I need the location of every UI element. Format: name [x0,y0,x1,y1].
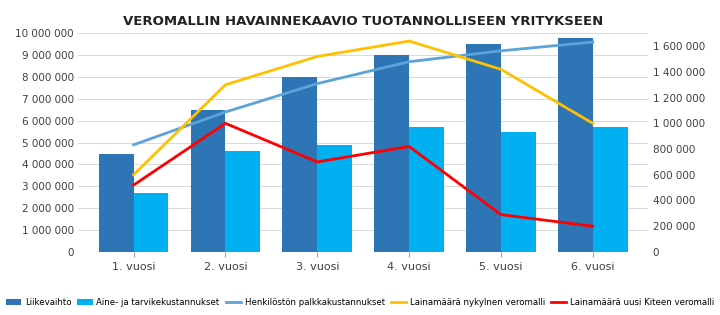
Bar [558,38,593,252]
Lainamäärä nykylnen veromalli [130,173,138,177]
Bar [409,127,444,252]
Lainamäärä nykylnen veromalli [405,39,413,43]
Lainamäärä uusi Kiteen veromalli [588,224,597,228]
Lainamäärä nykylnen veromalli [497,67,505,71]
Henkilöstön palkkakustannukset [313,82,322,85]
Henkilöstön palkkakustannukset [405,60,413,64]
Lainamäärä nykylnen veromalli [313,54,322,58]
Lainamäärä uusi Kiteen veromalli [405,145,413,148]
Lainamäärä uusi Kiteen veromalli [130,183,138,187]
Henkilöstön palkkakustannukset [221,110,230,114]
Bar [501,132,536,252]
Bar [374,55,409,252]
Henkilöstön palkkakustannukset [130,143,138,147]
Line: Lainamäärä nykylnen veromalli: Lainamäärä nykylnen veromalli [134,41,593,175]
Lainamäärä uusi Kiteen veromalli [497,213,505,216]
Line: Lainamäärä uusi Kiteen veromalli: Lainamäärä uusi Kiteen veromalli [134,123,593,226]
Lainamäärä uusi Kiteen veromalli [221,122,230,125]
Bar [134,193,168,252]
Henkilöstön palkkakustannukset [497,49,505,53]
Bar [318,145,352,252]
Bar [466,44,501,252]
Legend: Liikevaihto, Aine- ja tarvikekustannukset, Henkilöstön palkkakustannukset, Laina: Liikevaihto, Aine- ja tarvikekustannukse… [2,295,718,311]
Bar [99,153,134,252]
Bar [593,127,628,252]
Henkilöstön palkkakustannukset [588,40,597,44]
Bar [191,110,225,252]
Bar [225,152,261,252]
Lainamäärä uusi Kiteen veromalli [313,160,322,164]
Lainamäärä nykylnen veromalli [588,122,597,125]
Lainamäärä nykylnen veromalli [221,83,230,87]
Bar [282,77,318,252]
Title: VEROMALLIN HAVAINNEKAAVIO TUOTANNOLLISEEN YRITYKSEEN: VEROMALLIN HAVAINNEKAAVIO TUOTANNOLLISEE… [123,15,603,28]
Line: Henkilöstön palkkakustannukset: Henkilöstön palkkakustannukset [134,42,593,145]
